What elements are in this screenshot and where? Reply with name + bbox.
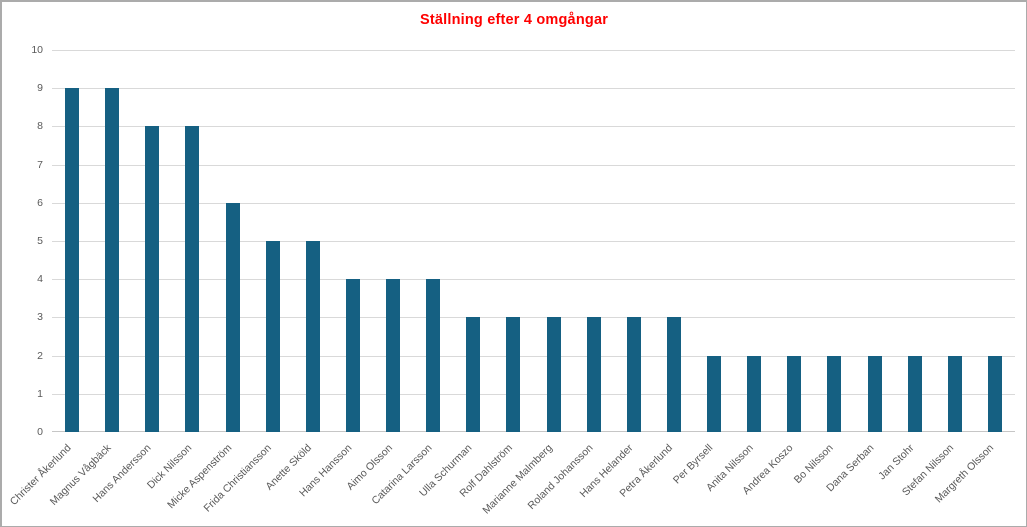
gridline <box>52 202 1015 204</box>
bar-slot <box>534 50 574 432</box>
bar-Roland Johansson <box>586 317 601 432</box>
y-tick-label: 3 <box>37 311 43 324</box>
gridline <box>52 164 1015 166</box>
bar-slot <box>855 50 895 432</box>
bar-slot <box>654 50 694 432</box>
gridline <box>52 241 1015 242</box>
x-tick-label: Jan Stohr <box>875 442 917 483</box>
gridline <box>52 126 1015 128</box>
bar-Hans Hansson <box>345 279 360 432</box>
bar-slot <box>895 50 935 432</box>
bar-slot <box>814 50 854 432</box>
bar-slot <box>413 50 453 432</box>
gridline <box>52 279 1015 281</box>
bar-Andrea Koszo <box>787 355 802 432</box>
chart-title: Ställning efter 4 omgångar <box>419 12 609 28</box>
bar-slot <box>52 50 92 432</box>
gridline <box>52 317 1015 319</box>
bar-slot <box>614 50 654 432</box>
bar-slot <box>213 50 253 432</box>
bar-slot <box>975 50 1015 432</box>
bar-slot <box>574 50 614 432</box>
gridline <box>52 88 1015 90</box>
bar-slot <box>493 50 533 432</box>
gridline <box>52 50 1015 51</box>
y-tick-label: 4 <box>37 273 43 286</box>
bar-slot <box>92 50 132 432</box>
bar-Christer Åkerlund <box>65 88 80 432</box>
bar-Petra Åkerlund <box>666 317 681 432</box>
bar-slot <box>694 50 734 432</box>
bar-Ulla Schurman <box>466 317 481 432</box>
bar-slot <box>774 50 814 432</box>
y-tick-label: 9 <box>37 82 43 95</box>
bar-Magnus Vågbäck <box>105 88 120 432</box>
bar-Dana Serban <box>867 355 882 432</box>
bar-Hans Helander <box>626 317 641 432</box>
gridline <box>52 355 1015 357</box>
bar-Jan Stohr <box>907 355 922 432</box>
bar-Micke Aspenström <box>225 202 240 432</box>
y-tick-label: 5 <box>37 235 43 247</box>
y-tick-label: 10 <box>31 44 43 56</box>
bar-Aimo Olsson <box>386 279 401 432</box>
bar-slot <box>333 50 373 432</box>
bar-series <box>52 50 1015 432</box>
gridline <box>52 393 1015 395</box>
bar-Hans Andersson <box>145 126 160 432</box>
bar-slot <box>293 50 333 432</box>
bar-Rolf Dahlström <box>506 317 521 432</box>
bar-slot <box>734 50 774 432</box>
bar-Catarina Larsson <box>426 279 441 432</box>
y-tick-label: 2 <box>37 349 43 362</box>
bar-Per Byrsell <box>707 355 722 432</box>
y-tick-label: 1 <box>37 387 43 400</box>
bar-Margreth Olsson <box>987 355 1002 432</box>
bar-slot <box>132 50 172 432</box>
x-tick-label: Frida Christiansson <box>201 442 275 515</box>
bar-slot <box>453 50 493 432</box>
plot-area <box>52 50 1015 432</box>
bar-Anita Nilsson <box>747 355 762 432</box>
bar-Stefan Nilsson <box>947 355 962 432</box>
x-axis-line <box>52 431 1015 432</box>
bar-slot <box>172 50 212 432</box>
y-tick-label: 7 <box>37 158 43 171</box>
y-tick-label: 8 <box>37 120 43 133</box>
bar-slot <box>253 50 293 432</box>
bar-Anette Sköld <box>305 241 320 432</box>
bar-Bo Nilsson <box>827 355 842 432</box>
bar-Marianne Malmberg <box>546 317 561 432</box>
bar-slot <box>935 50 975 432</box>
bar-Dick Nilsson <box>185 126 200 432</box>
bar-Frida Christiansson <box>265 241 280 432</box>
x-tick-label: Marianne Malmberg <box>480 442 556 517</box>
y-tick-label: 0 <box>37 426 43 438</box>
y-tick-label: 6 <box>37 196 43 209</box>
bar-slot <box>373 50 413 432</box>
